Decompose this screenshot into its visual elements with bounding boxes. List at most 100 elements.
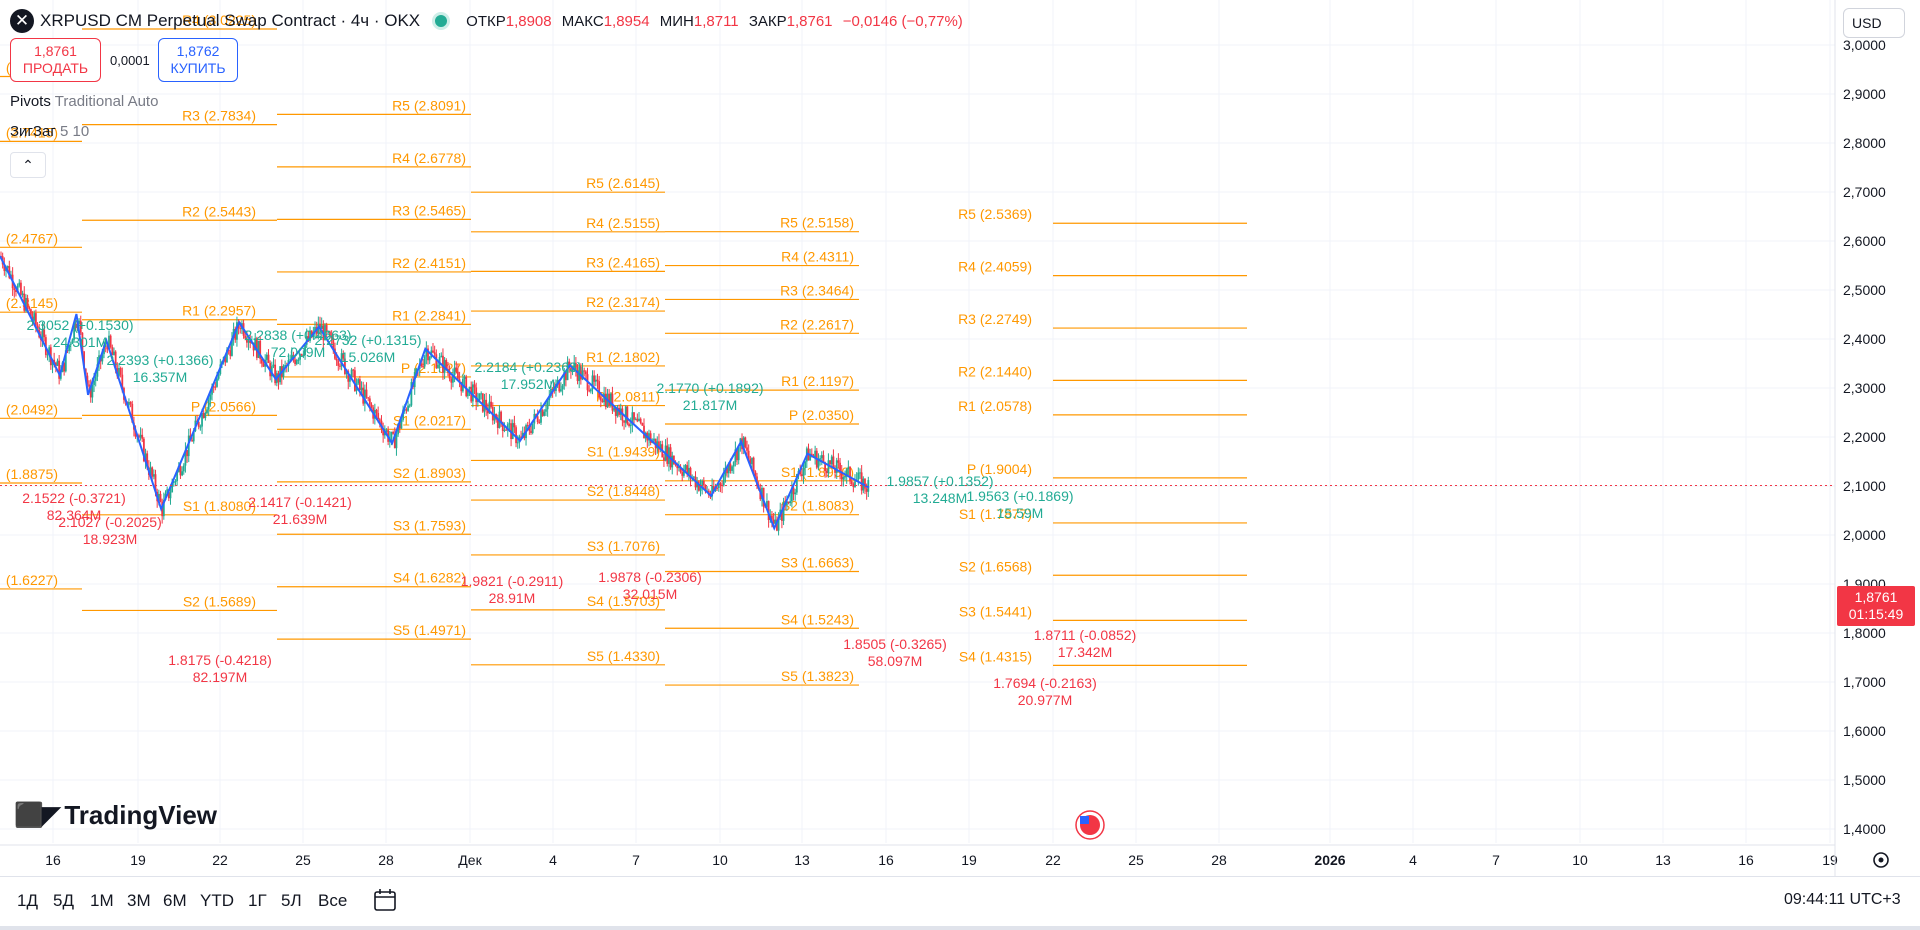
range-ytd[interactable]: YTD [200, 891, 234, 910]
candle-body [229, 350, 232, 356]
range-6m[interactable]: 6М [163, 891, 187, 910]
candle-body [864, 478, 866, 489]
candle-body [639, 418, 642, 424]
range-1d[interactable]: 1Д [17, 891, 38, 910]
pivot-label: R3 (2.3464) [780, 282, 854, 298]
range-all[interactable]: Все [318, 891, 348, 910]
chart-header: ✕ XRPUSD CM Perpetual Swap Contract · 4ч… [0, 6, 963, 36]
candle-body [727, 463, 730, 474]
range-5d[interactable]: 5Д [53, 891, 74, 910]
y-axis-tick-label: 1,7000 [1843, 674, 1886, 690]
range-5y[interactable]: 5Л [281, 891, 302, 910]
pivot-label: S1 (2.0217) [393, 412, 466, 428]
candle-body [766, 501, 768, 508]
candle-body [774, 519, 777, 524]
x-axis-tick-label: 13 [1655, 852, 1671, 868]
candle-body [142, 438, 145, 462]
candle-body [113, 351, 115, 356]
candle-body [422, 365, 424, 367]
candle-body [138, 435, 140, 438]
clock-timezone[interactable]: 09:44:11 UTC+3 [1784, 891, 1901, 908]
candle-body [398, 423, 401, 429]
candle-body [782, 502, 785, 521]
calendar-goto-icon[interactable] [372, 887, 398, 913]
candle-body [415, 368, 418, 373]
candle-body [481, 393, 484, 412]
candle-body [191, 440, 193, 442]
pivot-label: S3 (1.5441) [959, 603, 1032, 619]
candle-body [545, 409, 547, 412]
tradingview-logo[interactable]: ⬛◤ TradingView [14, 800, 218, 830]
candle-body [16, 285, 19, 293]
candle-body [649, 433, 652, 443]
candle-body [692, 476, 695, 478]
candle-body [244, 335, 247, 339]
candle-body [689, 467, 692, 479]
candle-body [676, 464, 679, 469]
candle-body [636, 418, 639, 422]
candle-body [832, 456, 835, 469]
candle-body [214, 386, 217, 388]
ohlc-readout: ОТКР1,8908 МАКС1,8954 МИН1,8711 ЗАКР1,87… [466, 12, 963, 30]
candle-body [790, 487, 793, 502]
buy-button[interactable]: 1,8762 КУПИТЬ [158, 38, 238, 82]
candle-body [320, 325, 323, 329]
zigzag-price-label: 1.9878 (-0.2306) [598, 569, 702, 585]
candle-body [349, 377, 351, 382]
axes[interactable]: 3,0000 2,9000 2,8000 2,7000 2,6000 2,5000 2,40… [0, 0, 1889, 876]
range-3m[interactable]: 3М [127, 891, 151, 910]
zigzag-price-label: 1.7694 (-0.2163) [993, 675, 1097, 691]
range-1m[interactable]: 1М [90, 891, 114, 910]
candle-body [648, 433, 650, 441]
candle-body [58, 360, 61, 379]
candle-body [423, 356, 426, 367]
currency-selector[interactable]: USD [1843, 8, 1905, 38]
candle-body [638, 418, 640, 422]
candle-body [471, 384, 474, 402]
pivot-label: R5 (2.5158) [780, 215, 854, 231]
candle-body [267, 354, 270, 363]
candle-body [608, 393, 611, 406]
y-axis-tick-label: 2,0000 [1843, 527, 1886, 543]
range-1y[interactable]: 1Г [248, 891, 267, 910]
candle-body [109, 335, 112, 348]
zigzag-volume-label: 17.952M [501, 376, 555, 392]
indicator-legend-zigzag[interactable]: ЗигЗаг 5 10 [10, 123, 90, 140]
y-axis-tick-label: 2,3000 [1843, 380, 1886, 396]
candle-body [515, 427, 517, 444]
candle-body [358, 379, 361, 391]
candle-body [500, 411, 503, 423]
pivot-label: R5 (2.6145) [586, 175, 660, 191]
candle-body [166, 489, 169, 494]
candle-body [159, 493, 162, 502]
pivot-label: R4 (2.5155) [586, 215, 660, 231]
pivot-label: S1 (1.9439) [587, 443, 660, 459]
indicator-legend-pivots[interactable]: Pivots Traditional Auto [10, 93, 159, 110]
symbol-title[interactable]: XRPUSD CM Perpetual Swap Contract · 4ч ·… [40, 11, 421, 30]
candle-body [687, 467, 690, 474]
candle-body [844, 476, 846, 478]
sell-button[interactable]: 1,8761 ПРОДАТЬ [10, 38, 101, 82]
candle-body [475, 387, 478, 403]
pivot-label: S2 (1.6568) [959, 558, 1032, 574]
candle-body [187, 435, 190, 457]
candle-body [817, 459, 820, 468]
candle-body [420, 364, 423, 366]
candle-body [726, 467, 728, 474]
candle-body [776, 519, 778, 531]
candle-body [588, 390, 591, 392]
candle-body [468, 386, 471, 389]
candle-body [79, 320, 82, 333]
candle-body [216, 378, 218, 387]
collapse-legend-button[interactable]: ⌃ [10, 152, 46, 178]
pivot-label: (2.0492) [6, 401, 58, 417]
candle-body [560, 389, 562, 392]
settings-icon[interactable] [1873, 852, 1889, 868]
candle-body [59, 371, 62, 379]
candle-body [696, 481, 699, 488]
zigzag-volume-label: 58.097M [868, 653, 922, 669]
candle-body [827, 460, 830, 474]
pivot-label: S5 (1.4330) [587, 648, 660, 664]
candle-body [847, 466, 850, 470]
